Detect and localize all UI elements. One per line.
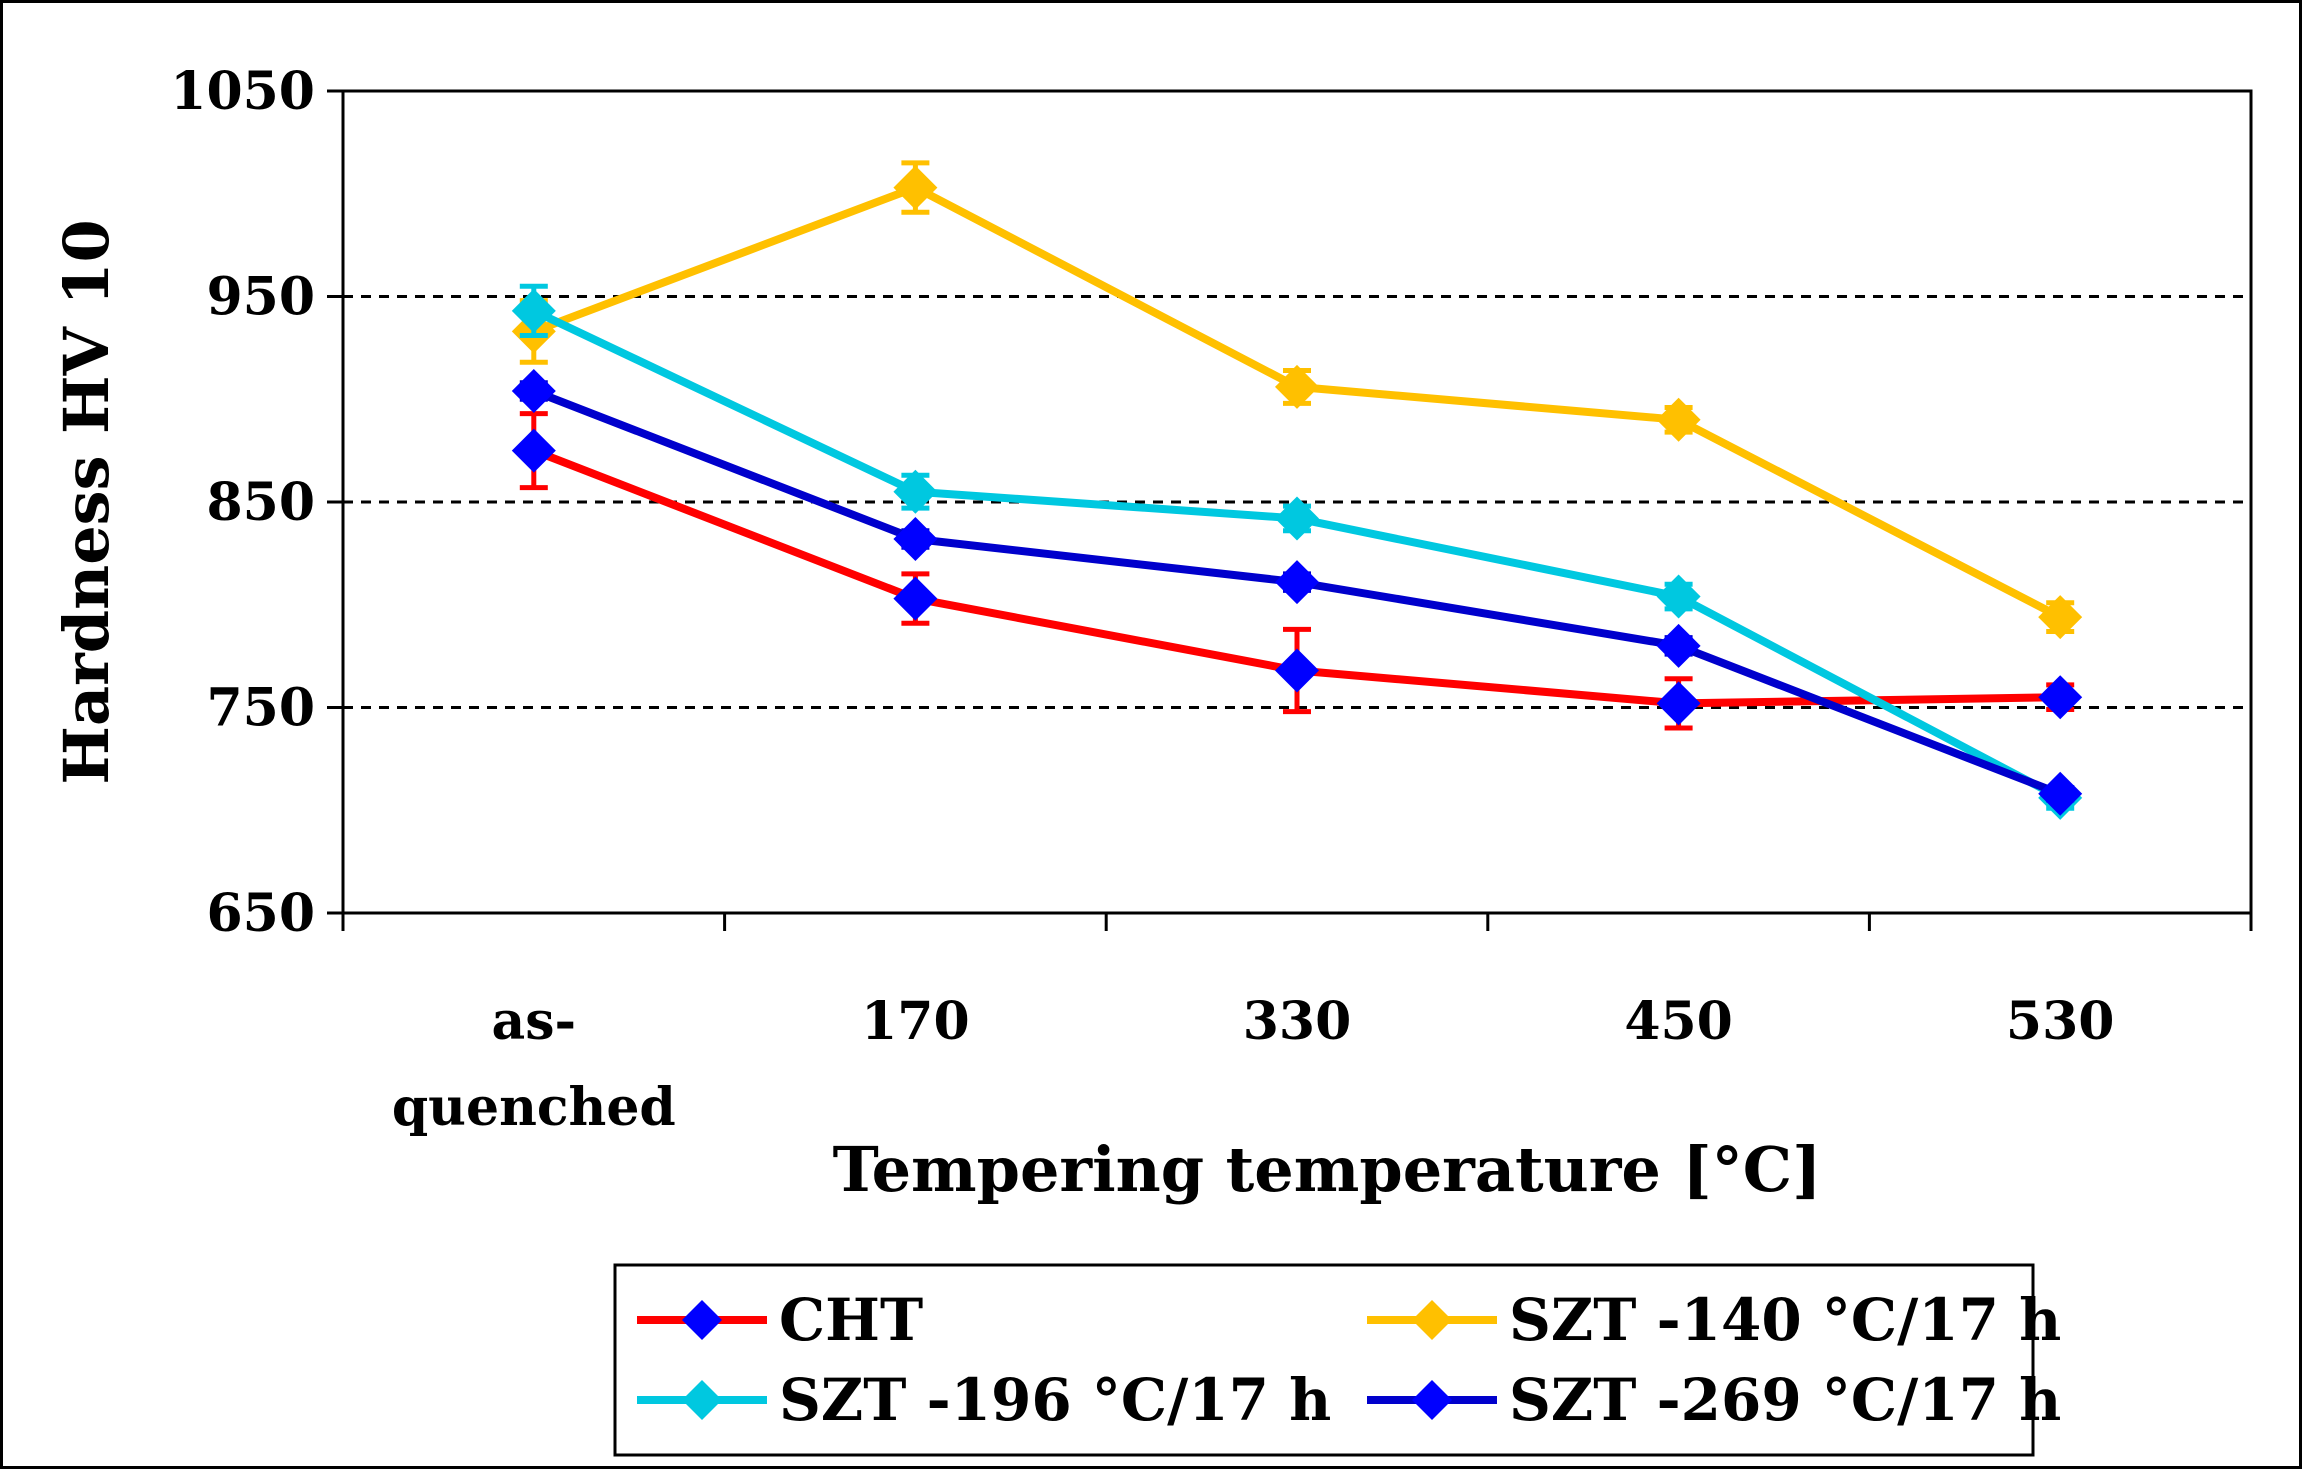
data-point-1-2: [1275, 364, 1319, 409]
y-tick-label-850: 850: [206, 472, 315, 533]
series-0: [511, 411, 2083, 731]
y-tick-label-1050: 1050: [170, 61, 315, 122]
x-tick-label-3: 450: [1624, 991, 1733, 1052]
legend-label-3: SZT -269 °C/17 h: [1509, 1366, 2061, 1434]
data-point-0-4: [2038, 675, 2083, 720]
series-3: [511, 369, 2083, 816]
x-tick-label-2: 330: [1243, 991, 1352, 1052]
data-point-3-3: [1656, 623, 1701, 668]
x-axis-title: Tempering temperature [°C]: [833, 1133, 1822, 1206]
x-tick-label-line: 330: [1243, 991, 1352, 1052]
series-1: [511, 160, 2083, 640]
legend-marker-0: [682, 1300, 722, 1340]
data-point-2-3: [1656, 574, 1701, 619]
legend-label-2: SZT -196 °C/17 h: [779, 1366, 1331, 1434]
x-tick-label-4: 530: [2006, 991, 2115, 1052]
data-point-3-4: [2038, 771, 2083, 816]
legend-marker-1: [1412, 1300, 1452, 1340]
legend-marker-2: [682, 1380, 722, 1420]
y-tick-label-950: 950: [206, 267, 315, 328]
line-chart: 650 750 850 950 1050 as-quenched 170 330 450 530 T…: [50, 61, 2253, 1457]
legend-box: [613, 1263, 2035, 1457]
data-point-0-3: [1656, 681, 1701, 726]
x-tick-label-line: as-: [492, 991, 577, 1052]
data-point-2-0: [511, 288, 556, 333]
y-axis-title: Hardness HV 10: [50, 219, 123, 784]
legend-marker-3: [1412, 1380, 1452, 1420]
data-point-0-2: [1275, 648, 1319, 693]
x-tick-label-line: 170: [861, 991, 970, 1052]
x-tick-label-line: 450: [1624, 991, 1733, 1052]
data-point-3-2: [1275, 560, 1319, 605]
data-point-3-0: [511, 369, 556, 414]
data-point-1-3: [1656, 397, 1701, 442]
x-tick-label-line: 530: [2006, 991, 2115, 1052]
x-tick-label-1: 170: [861, 991, 970, 1052]
x-tick-label-0: as-quenched: [392, 991, 676, 1138]
data-point-0-1: [893, 576, 938, 621]
legend-label-1: SZT -140 °C/17 h: [1509, 1286, 2061, 1354]
data-point-1-1: [893, 165, 938, 210]
data-point-0-0: [511, 428, 556, 473]
y-tick-label-750: 750: [206, 678, 315, 739]
x-tick-label-line: quenched: [392, 1077, 676, 1138]
data-point-2-2: [1275, 496, 1319, 541]
data-point-2-1: [893, 469, 938, 514]
y-tick-label-650: 650: [206, 883, 315, 944]
data-point-3-1: [893, 516, 938, 561]
legend-label-0: CHT: [779, 1286, 923, 1354]
data-point-1-4: [2038, 595, 2083, 640]
